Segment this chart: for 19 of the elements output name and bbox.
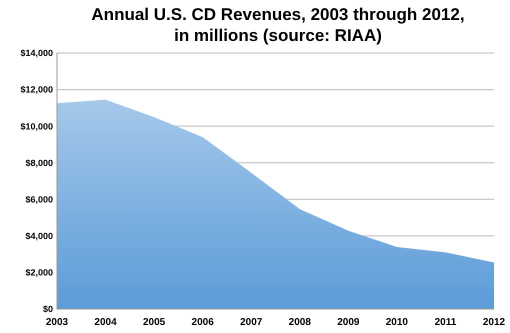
x-tick-label: 2007	[240, 317, 263, 328]
x-tick-label: 2006	[192, 317, 214, 328]
x-tick-label: 2008	[288, 317, 312, 328]
chart-title: Annual U.S. CD Revenues, 2003 through 2012, in millions (source: RIAA)	[91, 5, 465, 45]
x-tick-label: 2012	[482, 317, 506, 328]
y-tick-label: $12,000	[20, 84, 53, 95]
y-tick-label: $8,000	[25, 158, 53, 168]
x-tick-label: 2005	[142, 317, 166, 328]
y-tick-label: $6,000	[25, 194, 53, 204]
x-tick-label: 2004	[94, 317, 118, 328]
x-tick-label: 2011	[434, 317, 457, 328]
x-tick-label: 2010	[386, 317, 408, 328]
x-tick-label: 2009	[337, 317, 360, 328]
y-tick-label: $10,000	[20, 121, 53, 132]
y-tick-label: $4,000	[25, 231, 53, 242]
y-tick-label: $14,000	[20, 48, 53, 58]
y-tick-label: $2,000	[25, 268, 53, 278]
x-tick-label: 2003	[46, 317, 69, 328]
y-tick-label: $0	[42, 304, 53, 314]
